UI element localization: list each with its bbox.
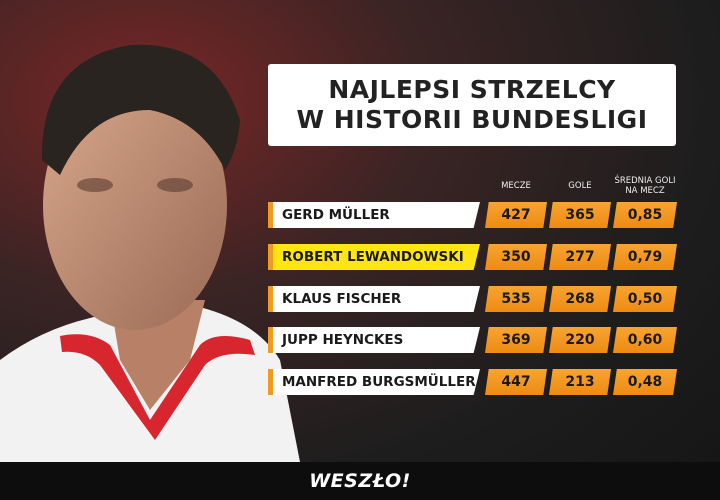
column-header: ŚREDNIA GOLI NA MECZ xyxy=(614,176,676,196)
title-line: NAJLEPSI STRZELCY xyxy=(328,75,616,104)
stat-cell: 0,50 xyxy=(613,286,677,312)
logo: WESZŁO! xyxy=(309,470,411,492)
title-line: W HISTORII BUNDESLIGI xyxy=(296,105,648,134)
title-box: NAJLEPSI STRZELCY W HISTORII BUNDESLIGI xyxy=(268,64,676,146)
footer: WESZŁO! xyxy=(0,462,720,500)
stat-cell: 268 xyxy=(549,286,611,312)
stat-cell: 427 xyxy=(485,202,547,228)
stat-cell: 277 xyxy=(549,244,611,270)
stat-cell: 220 xyxy=(549,327,611,353)
stat-cell: 213 xyxy=(549,369,611,395)
player-name: GERD MÜLLER xyxy=(268,202,480,228)
stat-cell: 0,60 xyxy=(613,327,677,353)
stat-cell: 365 xyxy=(549,202,611,228)
player-name: KLAUS FISCHER xyxy=(268,286,480,312)
stat-cell: 350 xyxy=(485,244,547,270)
column-header: MECZE xyxy=(501,181,531,191)
player-name: MANFRED BURGSMÜLLER xyxy=(268,369,480,395)
stat-cell: 447 xyxy=(485,369,547,395)
stat-cell: 535 xyxy=(485,286,547,312)
player-photo xyxy=(0,44,300,462)
stat-cell: 0,48 xyxy=(613,369,677,395)
player-name: ROBERT LEWANDOWSKI xyxy=(268,244,480,270)
stat-cell: 0,79 xyxy=(613,244,677,270)
stat-cell: 369 xyxy=(485,327,547,353)
player-name: JUPP HEYNCKES xyxy=(268,327,480,353)
stat-cell: 0,85 xyxy=(613,202,677,228)
column-header: GOLE xyxy=(568,181,592,191)
